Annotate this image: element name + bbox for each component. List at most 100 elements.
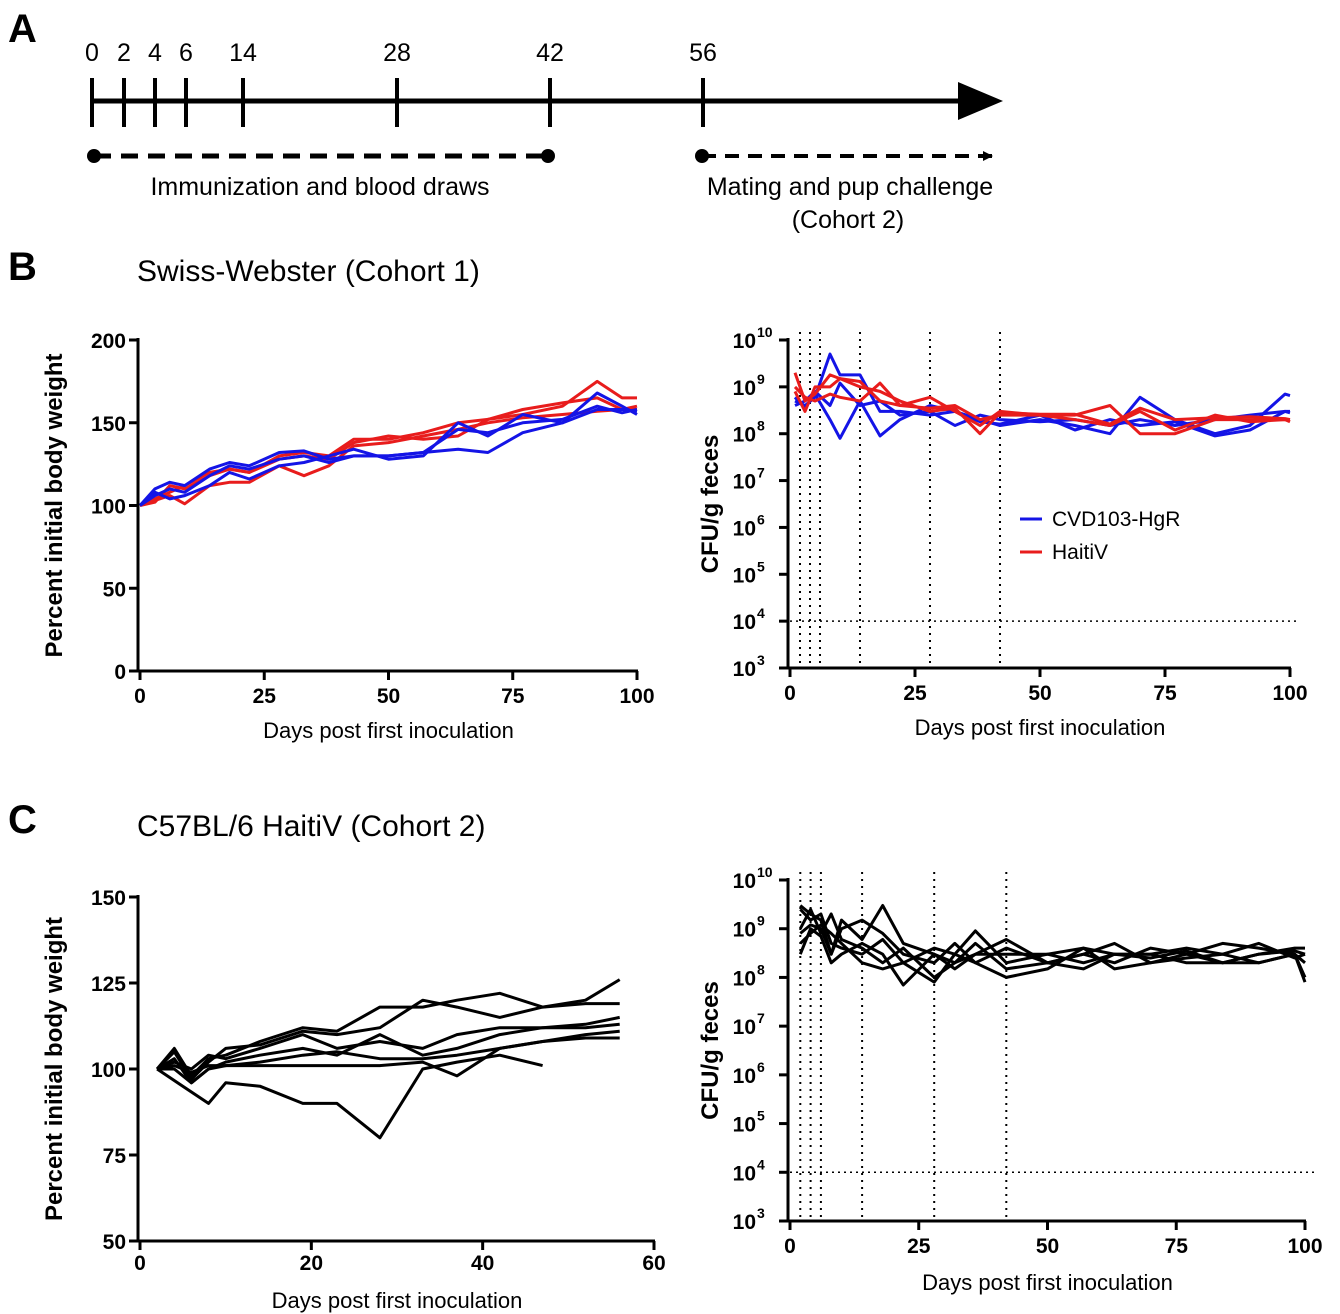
timeline-day-label: 0 [85,39,99,67]
y-tick-label: 10 [733,870,756,893]
timeline-day-label: 14 [229,39,257,67]
y-tick-label: 0 [114,661,126,684]
y-tick-exponent: 7 [757,465,765,481]
y-tick-label: 10 [733,967,756,990]
timeline-ticks [90,78,705,127]
chart-c-body-weight: 0 20 40 60 50 75 100 125 150 Days post first inoc… [41,887,666,1313]
y-tick-label: 10 [733,1162,756,1185]
y-tick-exponent: 10 [757,864,773,880]
x-tick-label: 40 [471,1252,494,1275]
mating-label-line1: Mating and pup challenge [707,173,993,201]
series-line [799,904,1306,971]
mating-label-line2: (Cohort 2) [792,206,905,234]
series-line [138,391,638,507]
x-tick-label: 75 [1165,1235,1189,1258]
y-tick-label: 10 [733,377,756,400]
timeline: 0 2 4 6 14 28 42 56 Immunization and blood draw… [85,39,1003,234]
timeline-day-label: 56 [689,39,717,67]
y-tick-label: 150 [91,413,126,436]
immunization-end-dot [541,149,555,163]
series-line [139,404,638,507]
y-tick-exponent: 5 [757,558,765,574]
x-axis-title: Days post first inoculation [263,718,514,743]
chart-b-body-weight: 0 25 50 75 100 0 50 100 150 200 Days post first in… [41,330,655,743]
y-tick-exponent: 8 [757,961,765,977]
y-tick-label: 10 [733,564,756,587]
y-tick-label: 10 [733,424,756,447]
panel-c-letter: C [8,798,37,842]
y-axis-title: Percent initial body weight [41,917,68,1221]
x-axis-title: Days post first inoculation [922,1270,1173,1295]
timeline-arrowhead [958,82,1003,120]
y-tick-exponent: 7 [757,1010,765,1026]
series-line [798,927,1307,987]
panel-a-letter: A [8,7,37,51]
timeline-day-label: 4 [148,39,162,67]
series-line [799,923,1306,984]
y-tick-exponent: 4 [757,1156,765,1172]
y-tick-label: 75 [103,1145,127,1168]
y-tick-label: 100 [91,1059,126,1082]
y-tick-exponent: 8 [757,418,765,434]
y-axis-title: Percent initial body weight [41,353,68,657]
y-tick-label: 10 [733,1016,756,1039]
x-tick-label: 25 [903,682,927,705]
y-tick-label: 50 [103,1231,126,1254]
x-tick-label: 100 [1272,682,1307,705]
series-line [793,392,1290,440]
y-tick-exponent: 5 [757,1108,765,1124]
panel-b-letter: B [8,245,37,289]
y-tick-exponent: 6 [757,1059,765,1075]
series-line [139,408,638,507]
x-tick-label: 50 [1028,682,1051,705]
series-line [139,379,637,507]
y-tick-exponent: 9 [757,371,765,387]
x-tick-label: 60 [642,1252,665,1275]
x-tick-label: 100 [1287,1235,1322,1258]
x-tick-label: 75 [1153,682,1177,705]
y-tick-exponent: 3 [757,1205,765,1221]
timeline-day-label: 6 [179,39,193,67]
x-axis-title: Days post first inoculation [272,1288,523,1313]
series-line [157,1036,620,1085]
x-tick-label: 25 [907,1235,931,1258]
y-tick-label: 10 [733,330,756,353]
x-tick-label: 75 [501,685,525,708]
y-tick-exponent: 6 [757,511,765,527]
x-tick-label: 50 [1036,1235,1059,1258]
series-line [156,1053,543,1140]
x-axis-title: Days post first inoculation [915,715,1166,740]
series-line [793,372,1290,436]
y-tick-label: 10 [733,1211,756,1234]
timeline-day-label: 28 [383,39,411,67]
series-line [156,1015,620,1071]
panel-c-title: C57BL/6 HaitiV (Cohort 2) [137,810,486,843]
y-axis-title: CFU/g feces [697,435,724,574]
y-tick-label: 10 [733,919,756,942]
y-tick-exponent: 9 [757,913,765,929]
y-axis-title: CFU/g feces [697,981,724,1120]
panel-b-title: Swiss-Webster (Cohort 1) [137,255,480,288]
y-tick-label: 10 [733,471,756,494]
legend-label: CVD103-HgR [1052,508,1180,531]
y-tick-label: 10 [733,1114,756,1137]
y-tick-exponent: 10 [757,324,773,340]
y-tick-label: 100 [91,496,126,519]
x-tick-label: 0 [134,685,146,708]
y-tick-label: 125 [91,973,126,996]
x-tick-label: 100 [619,685,654,708]
y-tick-label: 10 [733,658,756,681]
y-tick-label: 10 [733,611,756,634]
timeline-day-label: 42 [536,39,564,67]
immunization-label: Immunization and blood draws [150,173,489,201]
x-tick-label: 20 [300,1252,323,1275]
y-tick-exponent: 3 [757,652,765,668]
y-tick-label: 150 [91,887,126,910]
legend-label: HaitiV [1052,541,1108,564]
timeline-day-label: 2 [117,39,131,67]
x-tick-label: 50 [377,685,400,708]
x-tick-label: 25 [253,685,277,708]
